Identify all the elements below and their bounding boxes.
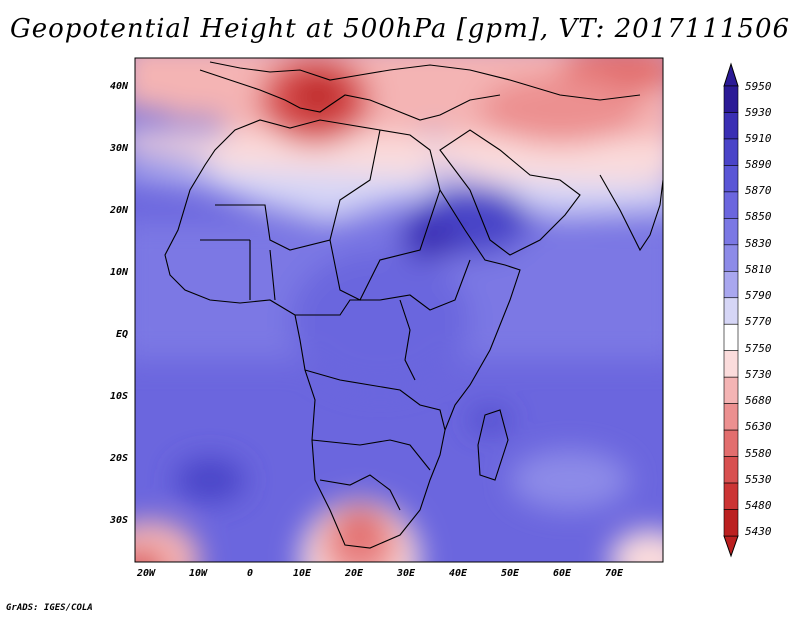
plot-frame xyxy=(134,57,664,563)
colorbar-cell xyxy=(723,323,739,352)
colorbar-cell xyxy=(723,138,739,166)
lon-label: 20E xyxy=(344,568,364,579)
colorbar-label: 5890 xyxy=(745,158,772,171)
colorbar-label: 5810 xyxy=(745,263,772,276)
colorbar-label: 5580 xyxy=(745,447,772,460)
credit-text: GrADS: IGES/COLA xyxy=(6,603,93,613)
colorbar-label: 5870 xyxy=(745,184,772,197)
colorbar-cell xyxy=(723,244,739,272)
colorbar-label: 5770 xyxy=(745,315,772,328)
colorbar-label: 5730 xyxy=(745,368,772,381)
colorbar-cell xyxy=(723,191,739,219)
colorbar-cell xyxy=(723,112,739,140)
lat-label: 20N xyxy=(109,205,129,216)
colorbar-label: 5750 xyxy=(745,342,772,355)
lat-axis: 40N 30N 20N 10N EQ 10S 20S 30S xyxy=(109,81,129,526)
colorbar-label: 5830 xyxy=(745,237,772,250)
colorbar-label: 5430 xyxy=(745,525,772,538)
lat-label: 30N xyxy=(109,143,129,154)
colorbar-cell xyxy=(723,456,739,484)
colorbar-label: 5530 xyxy=(745,473,772,486)
lat-label: 40N xyxy=(110,81,129,92)
lon-label: 70E xyxy=(605,568,624,579)
colorbar-cell xyxy=(723,165,739,193)
lon-label: 10E xyxy=(293,568,312,579)
colorbar-cell xyxy=(723,85,739,113)
lon-label: 50E xyxy=(501,568,520,579)
colorbar-label: 5480 xyxy=(745,499,772,512)
lon-axis: 20W 10W 0 10E 20E 30E 40E 50E 60E 70E xyxy=(136,568,624,579)
colorbar-label: 5850 xyxy=(745,210,772,223)
lat-label: 20S xyxy=(109,453,128,464)
colorbar-label: 5950 xyxy=(745,80,772,93)
colorbar-cell xyxy=(723,270,739,299)
coastlines xyxy=(164,61,663,549)
colorbar-cell xyxy=(723,297,739,325)
colorbar-label: 5790 xyxy=(745,289,772,302)
lat-label: 30S xyxy=(109,515,128,526)
lon-label: 10W xyxy=(189,568,208,579)
height-field xyxy=(135,58,663,562)
colorbar-cell xyxy=(723,376,739,404)
lon-label: 0 xyxy=(247,568,253,579)
colorbar-cell xyxy=(723,218,739,246)
lon-label: 60E xyxy=(553,568,572,579)
colorbar-label: 5930 xyxy=(745,106,772,119)
lat-label: 10S xyxy=(110,391,128,402)
colorbar: 5950 5930 5910 5890 5870 5850 5830 5810 … xyxy=(723,62,772,558)
colorbar-cell xyxy=(723,403,739,431)
colorbar-label: 5680 xyxy=(745,394,772,407)
lon-label: 40E xyxy=(449,568,468,579)
colorbar-label: 5910 xyxy=(745,132,772,145)
colorbar-cell xyxy=(723,482,739,510)
lat-label: EQ xyxy=(116,329,128,340)
lat-label: 10N xyxy=(110,267,129,278)
map-title: Geopotential Height at 500hPa [gpm], VT:… xyxy=(9,14,791,44)
colorbar-cell xyxy=(723,350,739,378)
lon-label: 30E xyxy=(396,568,416,579)
colorbar-cell xyxy=(723,429,739,457)
colorbar-label: 5630 xyxy=(745,420,772,433)
colorbar-cell xyxy=(723,509,739,537)
colorbar-min-arrow xyxy=(723,535,739,558)
lon-label: 20W xyxy=(136,568,156,579)
colorbar-max-arrow xyxy=(723,62,739,87)
